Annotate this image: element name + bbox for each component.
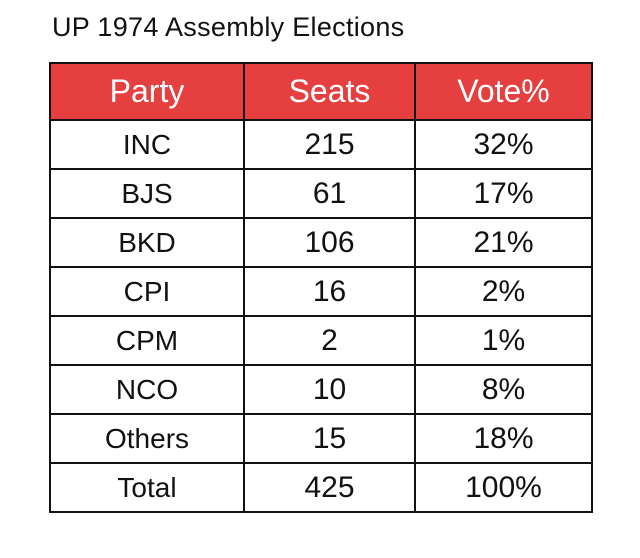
- table-row: INC 215 32%: [49, 119, 593, 170]
- table-row: BKD 106 21%: [49, 217, 593, 268]
- vote-cell: 32%: [414, 119, 593, 170]
- seats-cell: 61: [243, 168, 416, 219]
- seats-cell: 215: [243, 119, 416, 170]
- party-cell: BJS: [49, 168, 245, 219]
- column-header-party: Party: [49, 62, 245, 121]
- vote-cell: 100%: [414, 462, 593, 513]
- party-cell: BKD: [49, 217, 245, 268]
- seats-cell: 2: [243, 315, 416, 366]
- vote-cell: 18%: [414, 413, 593, 464]
- table-row: BJS 61 17%: [49, 168, 593, 219]
- vote-cell: 1%: [414, 315, 593, 366]
- header-row: Party Seats Vote%: [49, 62, 593, 121]
- table-row: NCO 10 8%: [49, 364, 593, 415]
- table-row: Others 15 18%: [49, 413, 593, 464]
- party-cell: CPI: [49, 266, 245, 317]
- seats-cell: 16: [243, 266, 416, 317]
- election-results-table: Party Seats Vote% INC 215 32% BJS 61 17%…: [49, 62, 593, 513]
- vote-cell: 2%: [414, 266, 593, 317]
- vote-cell: 21%: [414, 217, 593, 268]
- column-header-seats: Seats: [243, 62, 416, 121]
- seats-cell: 15: [243, 413, 416, 464]
- party-cell: INC: [49, 119, 245, 170]
- vote-cell: 8%: [414, 364, 593, 415]
- vote-cell: 17%: [414, 168, 593, 219]
- table-header: Party Seats Vote%: [49, 62, 593, 121]
- party-cell: NCO: [49, 364, 245, 415]
- table-row: CPM 2 1%: [49, 315, 593, 366]
- table-row-total: Total 425 100%: [49, 462, 593, 513]
- table-title: UP 1974 Assembly Elections: [52, 12, 405, 42]
- table-body: INC 215 32% BJS 61 17% BKD 106 21% CPI 1…: [49, 119, 593, 513]
- seats-cell: 106: [243, 217, 416, 268]
- party-cell: Total: [49, 462, 245, 513]
- column-header-vote: Vote%: [414, 62, 593, 121]
- seats-cell: 10: [243, 364, 416, 415]
- party-cell: Others: [49, 413, 245, 464]
- seats-cell: 425: [243, 462, 416, 513]
- party-cell: CPM: [49, 315, 245, 366]
- table-row: CPI 16 2%: [49, 266, 593, 317]
